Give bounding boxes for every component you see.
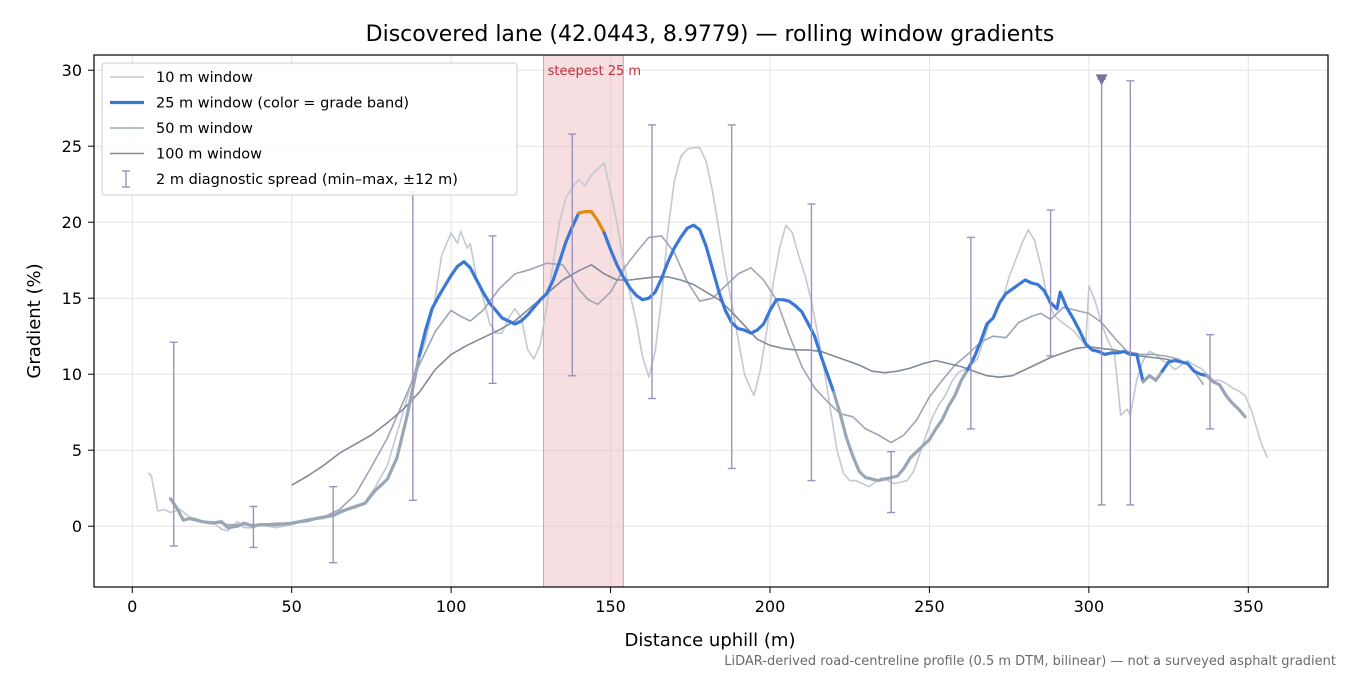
error-bar <box>727 124 736 470</box>
series-25m-segment <box>1141 369 1164 384</box>
error-bar <box>1097 78 1106 506</box>
legend: 10 m window 25 m window (color = grade ba… <box>101 62 518 196</box>
legend-label: 100 m window <box>156 147 262 163</box>
steepest-label: steepest 25 m <box>548 64 641 79</box>
series-100m-line <box>291 263 1179 486</box>
legend-box <box>101 62 518 196</box>
error-bar <box>887 451 896 514</box>
legend-label: 25 m window (color = grade band) <box>156 96 409 112</box>
error-bar <box>169 341 178 547</box>
chart-title: Discovered lane (42.0443, 8.9779) — roll… <box>366 22 1055 47</box>
y-tick-label: 0 <box>72 517 82 536</box>
error-bar <box>249 505 258 549</box>
error-bar <box>408 191 417 502</box>
x-tick-label: 200 <box>755 597 786 616</box>
series-50m-line <box>211 235 1205 526</box>
series-10m-line <box>147 146 1269 532</box>
x-tick-label: 100 <box>436 597 467 616</box>
legend-item: 25 m window (color = grade band) <box>110 96 409 112</box>
error-bar <box>648 124 657 400</box>
series-25m-segment <box>966 278 1145 384</box>
error-bar <box>1046 209 1055 357</box>
legend-label: 50 m window <box>156 121 253 137</box>
legend-item: 2 m diagnostic spread (min–max, ±12 m) <box>122 170 458 188</box>
error-bar <box>807 203 816 482</box>
error-bar <box>1126 80 1135 506</box>
x-tick-label: 0 <box>127 597 137 616</box>
legend-label: 10 m window <box>156 70 253 86</box>
peak-marker <box>1095 74 1108 86</box>
y-tick-label: 20 <box>62 213 82 232</box>
series-25m-segment <box>1205 374 1247 419</box>
y-tick-label: 15 <box>62 289 82 308</box>
series-25m-segment <box>417 211 581 358</box>
series-25m-segment <box>168 354 421 530</box>
footnote: LiDAR-derived road-centreline profile (0… <box>724 654 1336 669</box>
y-tick-label: 30 <box>62 61 82 80</box>
legend-label: 2 m diagnostic spread (min–max, ±12 m) <box>156 172 458 188</box>
plot-frame <box>93 54 1329 588</box>
x-tick-label: 350 <box>1233 597 1264 616</box>
series-25m-segment <box>577 210 606 235</box>
x-tick-label: 150 <box>595 597 626 616</box>
x-tick-label: 50 <box>282 597 302 616</box>
steepest-band-group: steepest 25 m <box>543 54 641 588</box>
steepest-band <box>543 54 624 588</box>
error-bar <box>1206 333 1215 430</box>
series-25m-segment <box>832 368 970 483</box>
x-axis-label: Distance uphill (m) <box>625 630 796 651</box>
error-bar <box>488 235 497 385</box>
series-25m-segment <box>1160 358 1209 378</box>
y-tick-label: 5 <box>72 441 82 460</box>
series-group <box>147 146 1269 532</box>
axes: 0 50 100 150 200 250 300 350 0 5 10 15 20 25 30 <box>62 54 1329 616</box>
y-tick-label: 10 <box>62 365 82 384</box>
error-bar <box>568 133 577 377</box>
error-bar <box>329 485 338 564</box>
x-tick-label: 300 <box>1074 597 1105 616</box>
series-25m-segment <box>602 223 836 394</box>
y-axis-label: Gradient (%) <box>24 263 45 378</box>
legend-item: 50 m window <box>110 121 253 137</box>
legend-item: 100 m window <box>110 147 262 163</box>
error-bar <box>966 236 975 430</box>
x-tick-label: 250 <box>914 597 945 616</box>
legend-item: 10 m window <box>110 70 253 86</box>
error-bars <box>169 74 1215 564</box>
y-tick-label: 25 <box>62 137 82 156</box>
